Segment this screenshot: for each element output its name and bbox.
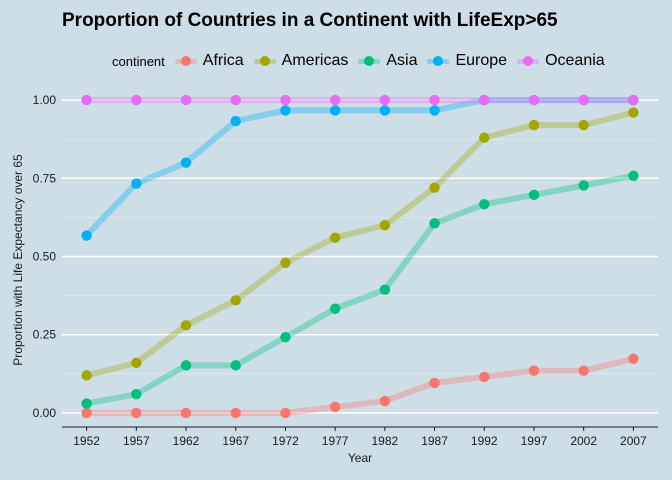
x-tick-label: 1982 xyxy=(372,434,399,448)
data-point-africa xyxy=(280,407,291,419)
legend-key-asia xyxy=(358,54,381,68)
data-point-asia xyxy=(379,284,391,295)
legend-entry-africa: Africa xyxy=(174,52,244,70)
data-point-europe xyxy=(180,157,192,168)
data-point-asia xyxy=(528,189,540,201)
data-point-oceania xyxy=(578,94,589,106)
data-point-europe xyxy=(131,178,142,189)
data-point-americas xyxy=(628,107,639,118)
data-point-europe xyxy=(280,105,291,116)
data-point-africa xyxy=(528,365,540,376)
x-tick-label: 1987 xyxy=(421,434,448,448)
legend: continent Africa Americas Asia Europe Oceani… xyxy=(112,50,615,72)
legend-key-oceania xyxy=(517,54,540,68)
data-point-americas xyxy=(479,132,490,143)
data-point-africa xyxy=(479,371,490,383)
data-point-oceania xyxy=(280,94,291,106)
data-point-africa xyxy=(81,407,92,419)
x-tick-label: 2002 xyxy=(570,434,597,448)
data-point-asia xyxy=(280,332,291,343)
legend-key-americas xyxy=(253,54,276,68)
legend-entry-americas: Americas xyxy=(253,52,349,70)
y-axis-title: Proportion with Life Expectancy over 65 xyxy=(11,154,25,366)
x-axis-title: Year xyxy=(348,451,372,465)
data-point-asia xyxy=(180,360,192,371)
series-line-europe xyxy=(84,97,634,238)
data-point-americas xyxy=(329,232,341,243)
data-point-asia xyxy=(628,170,639,181)
legend-label-africa: Africa xyxy=(202,52,244,69)
data-point-oceania xyxy=(628,94,639,106)
data-point-africa xyxy=(379,395,391,407)
x-tick-label: 1957 xyxy=(123,434,150,448)
legend-entry-asia: Asia xyxy=(358,52,417,70)
data-point-africa xyxy=(628,353,639,364)
legend-key-europe xyxy=(427,54,450,68)
x-tick-label: 1952 xyxy=(73,434,100,448)
data-point-oceania xyxy=(429,94,440,106)
data-point-oceania xyxy=(379,94,391,106)
data-point-americas xyxy=(180,320,192,331)
data-point-oceania xyxy=(131,94,142,106)
data-point-oceania xyxy=(329,94,341,106)
data-point-americas xyxy=(81,370,92,381)
data-point-oceania xyxy=(180,94,192,106)
data-point-asia xyxy=(578,180,589,191)
y-tick-label: 0.50 xyxy=(33,250,57,264)
data-point-americas xyxy=(528,119,540,131)
y-tick-label: 1.00 xyxy=(33,93,57,107)
legend-entry-europe: Europe xyxy=(427,52,507,70)
data-point-oceania xyxy=(479,94,490,106)
legend-label-asia: Asia xyxy=(386,52,418,69)
x-tick-label: 1967 xyxy=(222,434,249,448)
legend-label-americas: Americas xyxy=(281,52,349,69)
data-point-americas xyxy=(230,295,241,306)
data-point-asia xyxy=(479,199,490,210)
data-point-africa xyxy=(578,365,589,376)
y-tick-label: 0.00 xyxy=(33,406,57,420)
data-point-oceania xyxy=(230,94,241,106)
data-point-americas xyxy=(429,182,440,193)
series-line-americas xyxy=(85,109,635,379)
x-tick-label: 1962 xyxy=(173,434,200,448)
y-tick-label: 0.75 xyxy=(33,171,57,185)
data-point-africa xyxy=(230,407,241,419)
legend-label-oceania: Oceania xyxy=(545,52,605,69)
y-tick-label: 0.25 xyxy=(33,328,57,342)
legend-label-europe: Europe xyxy=(455,52,508,69)
data-point-americas xyxy=(131,357,142,369)
x-tick-label: 1997 xyxy=(521,434,548,448)
data-point-africa xyxy=(180,407,192,419)
legend-key-africa xyxy=(174,54,197,68)
data-point-asia xyxy=(329,303,341,314)
x-tick-label: 2007 xyxy=(620,434,647,448)
data-point-oceania xyxy=(81,94,92,106)
data-point-europe xyxy=(230,115,241,127)
data-point-asia xyxy=(81,398,92,409)
series-line-asia xyxy=(86,172,634,407)
data-point-europe xyxy=(429,105,440,116)
data-point-oceania xyxy=(528,94,540,106)
legend-title: continent xyxy=(112,53,165,69)
x-tick-label: 1977 xyxy=(322,434,349,448)
data-point-asia xyxy=(131,388,142,400)
data-point-europe xyxy=(329,105,341,116)
data-point-asia xyxy=(429,218,440,229)
data-point-americas xyxy=(578,119,589,131)
data-point-africa xyxy=(329,401,341,413)
data-point-americas xyxy=(379,220,391,231)
data-point-asia xyxy=(230,360,241,371)
x-tick-label: 1972 xyxy=(272,434,299,448)
data-point-europe xyxy=(379,105,391,116)
data-point-americas xyxy=(280,257,291,268)
legend-entry-oceania: Oceania xyxy=(517,52,605,70)
data-point-europe xyxy=(81,230,92,241)
x-tick-label: 1992 xyxy=(471,434,498,448)
series-line-africa xyxy=(86,355,635,416)
data-point-africa xyxy=(429,377,440,389)
data-point-africa xyxy=(131,407,142,419)
chart-title: Proportion of Countries in a Continent w… xyxy=(62,10,558,31)
